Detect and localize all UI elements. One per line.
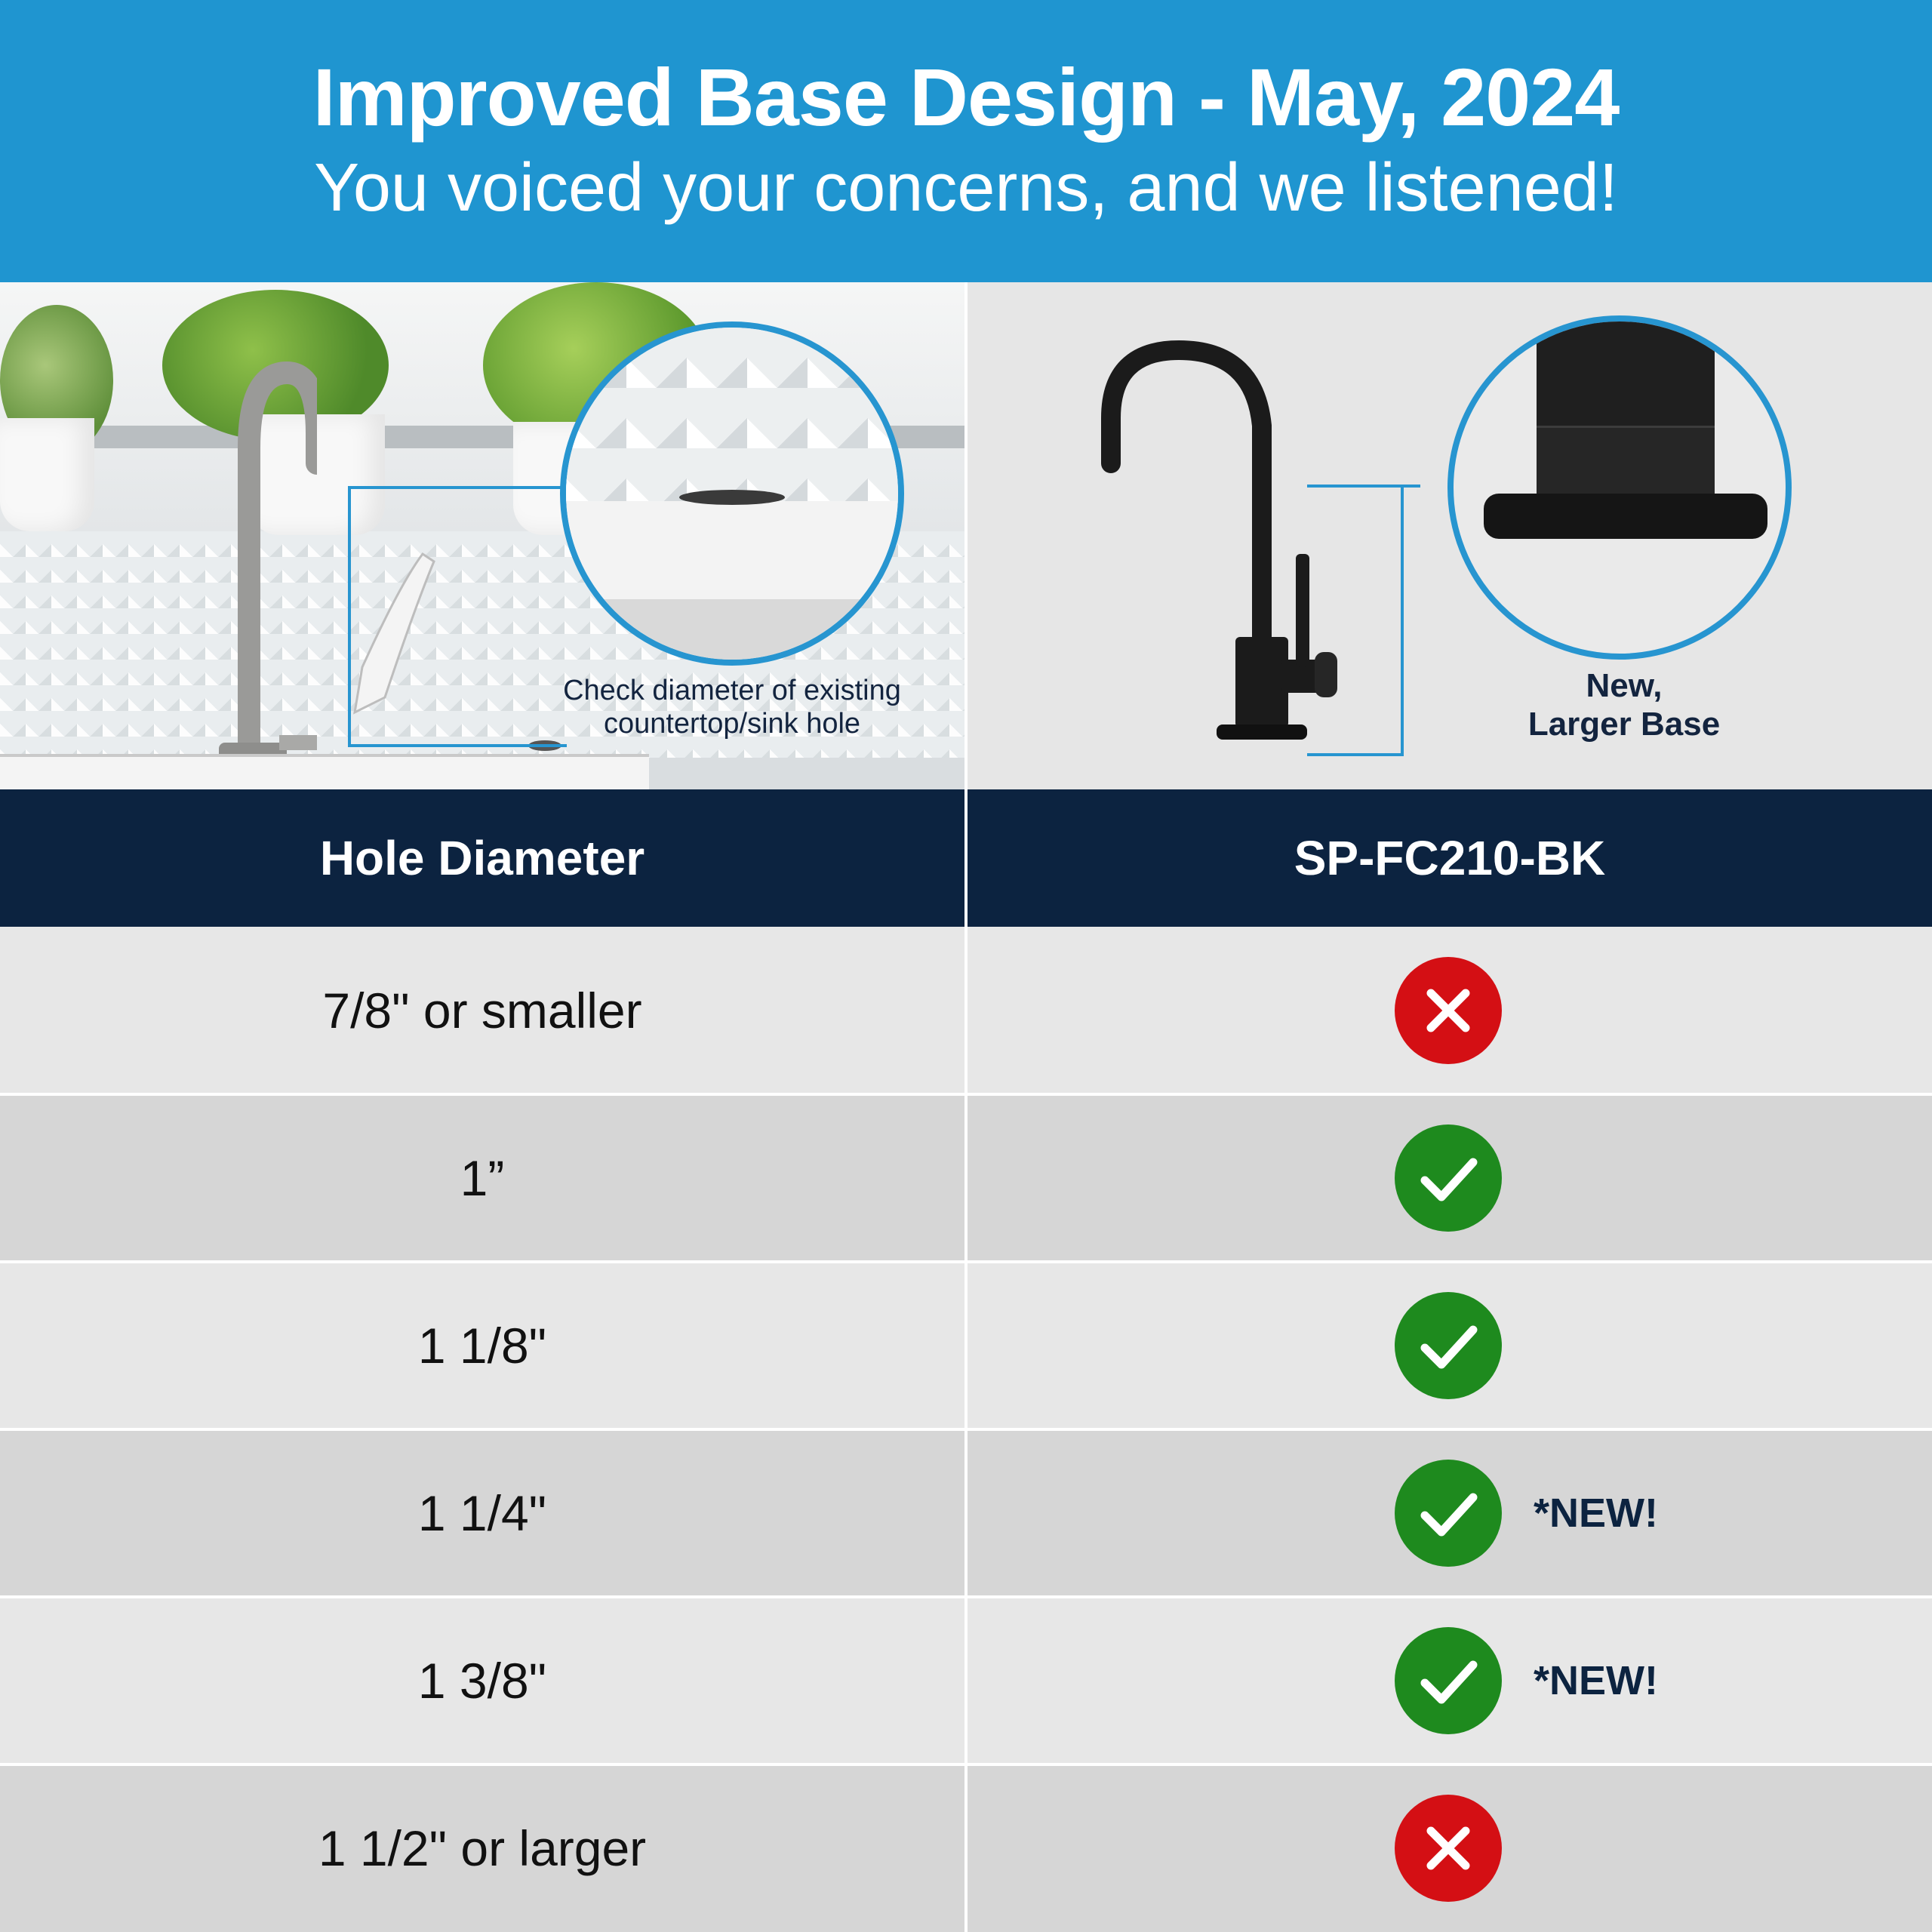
- check-circle-icon: [1395, 1627, 1502, 1734]
- fit-status-cell: [968, 1262, 1932, 1429]
- check-circle-icon: [1395, 1124, 1502, 1232]
- page-title: Improved Base Design - May, 2024: [312, 51, 1620, 143]
- column-header-hole-diameter: Hole Diameter: [0, 789, 964, 927]
- x-circle-icon: [1395, 1795, 1502, 1902]
- base-caption-line1: New,: [1586, 667, 1663, 704]
- column-divider: [964, 282, 968, 1932]
- kitchen-sink-photo: Check diameter of existing countertop/si…: [0, 282, 964, 789]
- fit-status-cell: [968, 1094, 1932, 1262]
- x-circle-icon: [1395, 957, 1502, 1064]
- new-badge: *NEW!: [1534, 1491, 1658, 1536]
- product-photo: New, Larger Base: [968, 282, 1932, 789]
- base-zoom-circle: [1447, 315, 1792, 660]
- plant-pot: [0, 418, 94, 531]
- hole-size-cell: 1 1/4": [417, 1485, 547, 1541]
- hole-closeup: [679, 490, 785, 505]
- base-caption-line2: Larger Base: [1527, 705, 1721, 743]
- sink-counter: [0, 754, 649, 789]
- kitchen-faucet: [219, 361, 317, 765]
- banner: Improved Base Design - May, 2024 You voi…: [0, 0, 1932, 282]
- base-caption: New, Larger Base: [1466, 667, 1783, 743]
- new-badge: *NEW!: [1534, 1658, 1658, 1703]
- column-header-model: SP-FC210-BK: [968, 789, 1932, 927]
- fit-status-cell: [968, 927, 1932, 1094]
- fit-status-cell: [968, 1764, 1932, 1932]
- callout-line: [1307, 753, 1404, 756]
- hole-caption: Check diameter of existing countertop/si…: [528, 675, 936, 740]
- fit-status-cell: *NEW!: [968, 1429, 1932, 1597]
- hole-size-cell: 1”: [460, 1150, 505, 1206]
- larger-base: [1484, 494, 1767, 539]
- callout-line: [1401, 485, 1404, 756]
- hole-size-cell: 1 1/8": [417, 1318, 547, 1374]
- hole-size-cell: 7/8" or smaller: [322, 983, 642, 1038]
- hole-caption-line1: Check diameter of existing: [563, 675, 901, 706]
- callout-line: [348, 744, 552, 747]
- faucet-handle: [353, 552, 435, 715]
- hole-size-cell: 1 3/8": [417, 1653, 547, 1709]
- plant-pot: [249, 414, 385, 535]
- callout-line: [1307, 485, 1420, 488]
- black-faucet: [1101, 340, 1337, 740]
- hole-caption-line2: countertop/sink hole: [603, 707, 861, 740]
- check-circle-icon: [1395, 1292, 1502, 1399]
- hole-size-cell: 1 1/2" or larger: [318, 1820, 647, 1876]
- hole-zoom-circle: [560, 321, 904, 666]
- fit-status-cell: *NEW!: [968, 1597, 1932, 1764]
- check-circle-icon: [1395, 1460, 1502, 1567]
- page-subtitle: You voiced your concerns, and we listene…: [314, 150, 1618, 226]
